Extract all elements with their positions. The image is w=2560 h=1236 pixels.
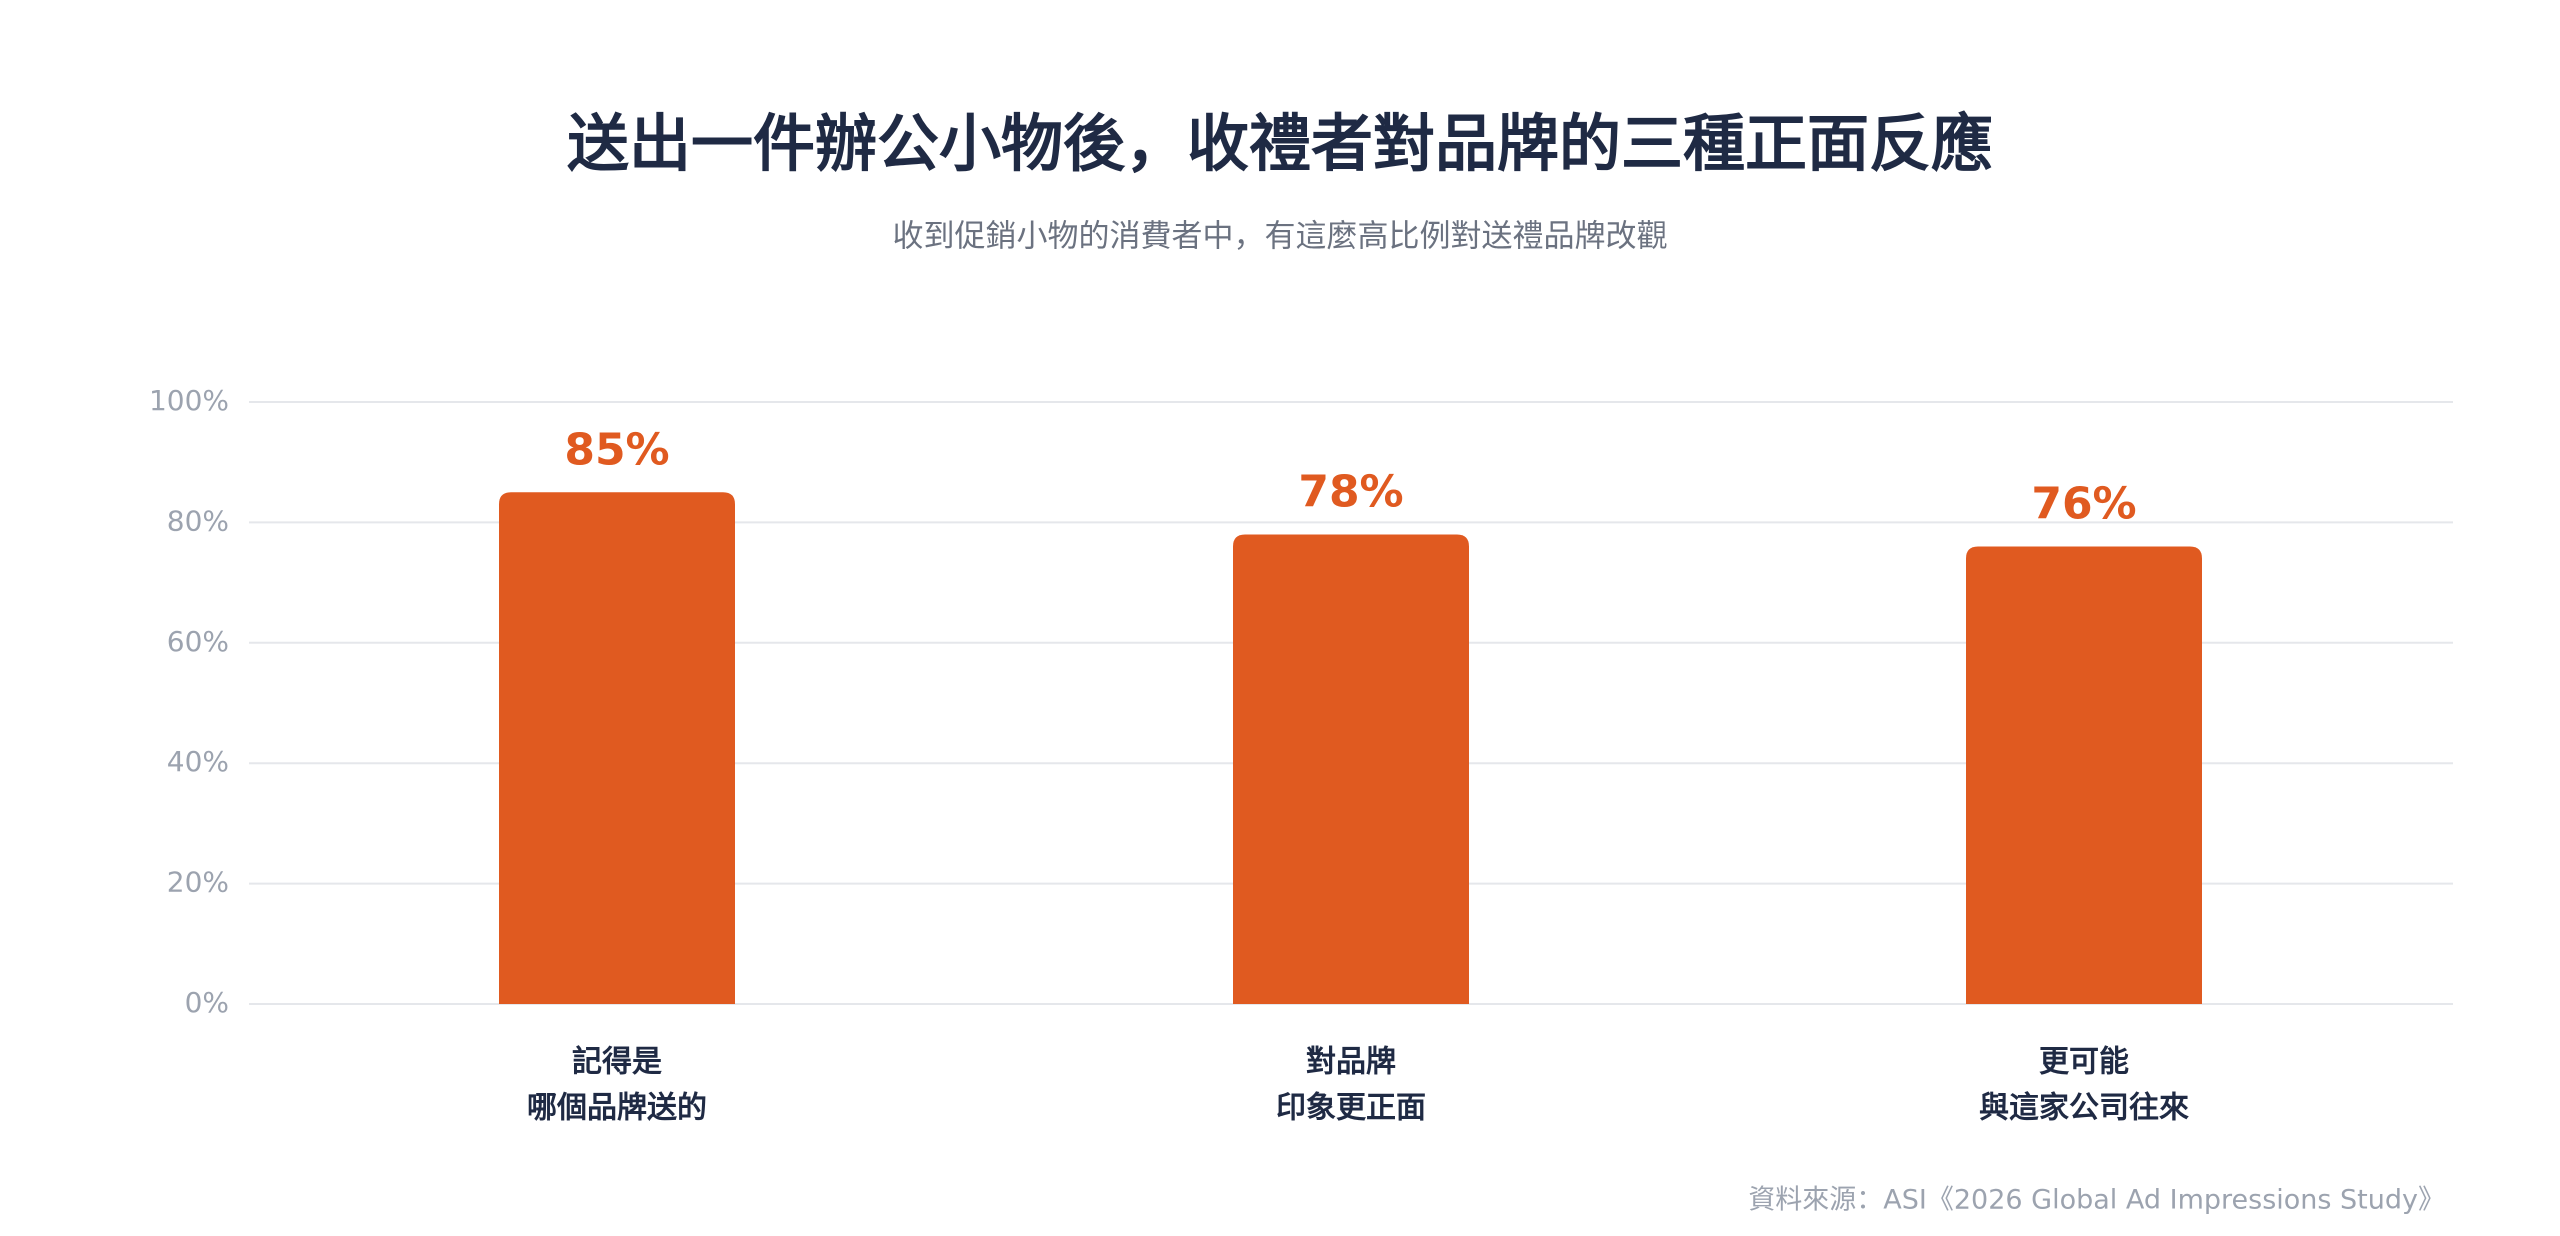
x-tick-label: 對品牌 [1306,1045,1396,1080]
y-tick-label: 40% [167,745,229,778]
x-tick-label: 更可能 [2039,1045,2129,1080]
source-note: 資料來源：ASI《2026 Global Ad Impressions Stud… [1748,1185,2445,1216]
x-tick-label: 與這家公司往來 [1979,1091,2189,1126]
y-tick-label: 80% [167,504,229,537]
y-tick-label: 100% [149,384,229,417]
chart-title: 送出一件辦公小物後，收禮者對品牌的三種正面反應 [567,107,1993,180]
bar [1966,546,2202,1004]
value-label: 78% [1298,466,1403,517]
value-label: 85% [564,424,669,475]
chart-subtitle: 收到促銷小物的消費者中，有這麼高比例對送禮品牌改觀 [893,219,1668,255]
bar [499,492,735,1004]
x-tick-label: 記得是 [572,1045,662,1080]
y-tick-label: 60% [167,625,229,658]
x-tick-label: 哪個品牌送的 [527,1091,707,1126]
y-tick-label: 20% [167,866,229,899]
x-tick-label: 印象更正面 [1276,1091,1426,1126]
bar [1233,534,1469,1004]
value-label: 76% [2031,478,2136,529]
y-tick-label: 0% [185,986,229,1019]
